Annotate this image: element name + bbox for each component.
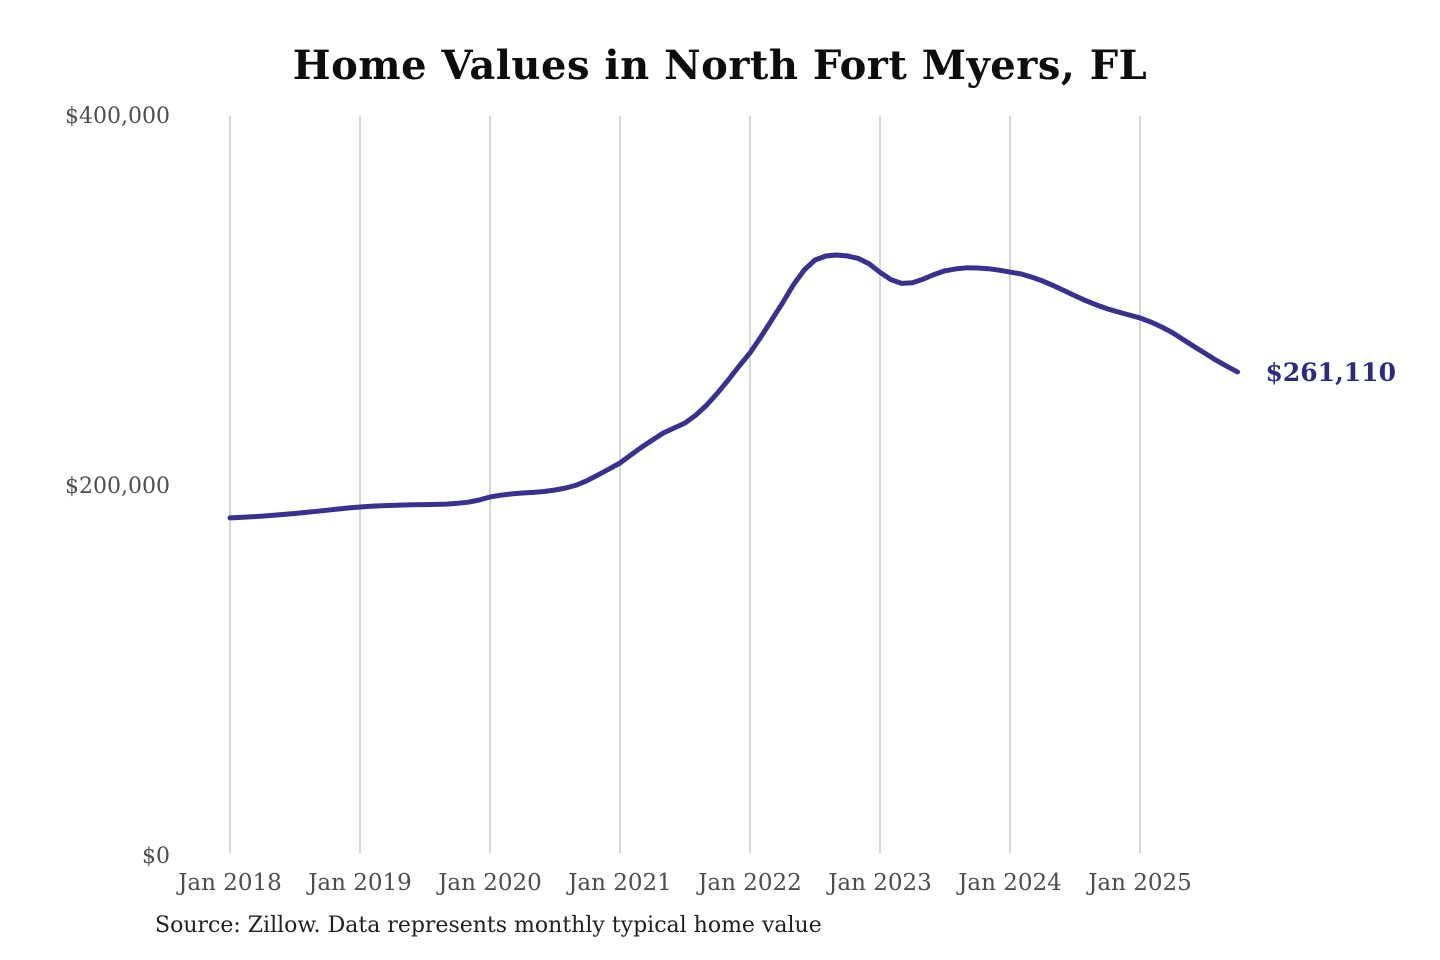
home-value-line-series	[227, 252, 1240, 521]
x-tick-label: Jan 2025	[1086, 870, 1192, 896]
y-axis-tick-labels: $0 $200,000 $400,000	[65, 104, 170, 869]
y-tick-label: $400,000	[65, 104, 170, 129]
x-tick-label: Jan 2021	[566, 870, 672, 896]
y-tick-label: $200,000	[65, 474, 170, 499]
x-tick-label: Jan 2022	[696, 870, 802, 896]
x-axis-tick-labels: Jan 2018 Jan 2019 Jan 2020 Jan 2021 Jan 2022…	[176, 870, 1192, 896]
latest-value-annotation: $261,110	[1266, 358, 1396, 387]
y-tick-label: $0	[142, 844, 170, 869]
x-tick-label: Jan 2019	[306, 870, 412, 896]
x-tick-label: Jan 2020	[436, 870, 542, 896]
chart-title: Home Values in North Fort Myers, FL	[292, 42, 1148, 89]
x-tick-label: Jan 2018	[176, 870, 282, 896]
x-tick-label: Jan 2023	[826, 870, 932, 896]
x-tick-label: Jan 2024	[956, 870, 1062, 896]
year-gridlines	[229, 116, 1141, 853]
source-note: Source: Zillow. Data represents monthly …	[155, 913, 822, 938]
